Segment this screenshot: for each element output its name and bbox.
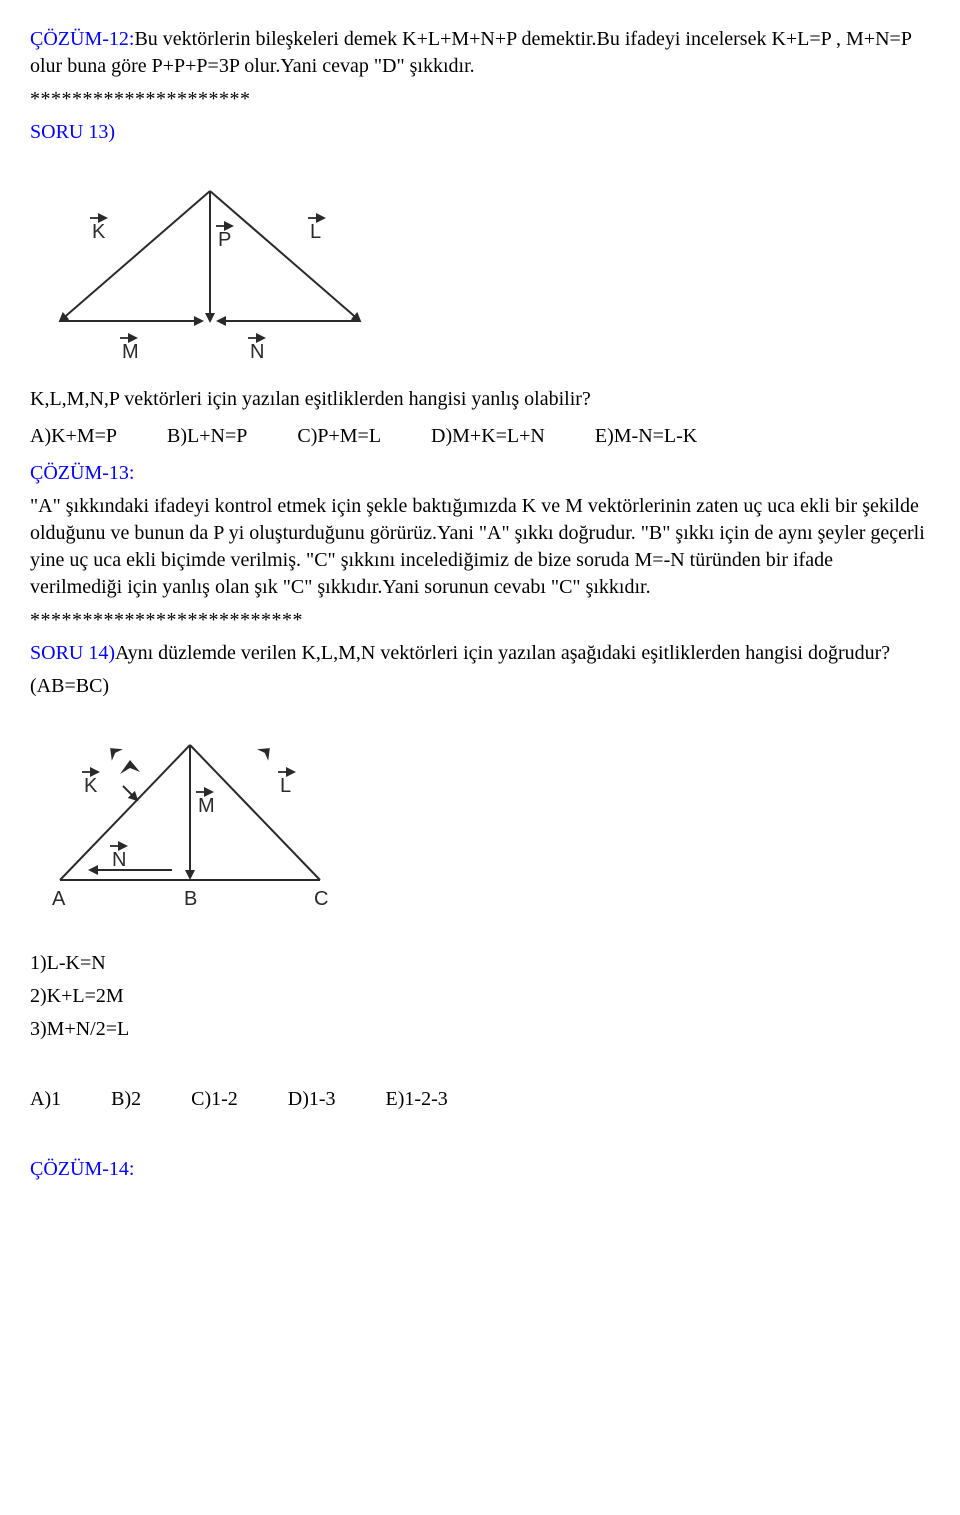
soru14-item-1: 1)L-K=N: [30, 950, 930, 977]
soru13-label-N: N: [250, 341, 264, 363]
soru14-label-C: C: [314, 888, 328, 910]
cozum13-prefix-line: ÇÖZÜM-13:: [30, 460, 930, 487]
soru13-label-M: M: [122, 341, 139, 363]
cozum12-paragraph: ÇÖZÜM-12:Bu vektörlerin bileşkeleri deme…: [30, 26, 930, 80]
soru14-diagram: K L M N A B C: [30, 720, 930, 930]
soru14-label-L: L: [280, 775, 291, 797]
cozum14-prefix-line: ÇÖZÜM-14:: [30, 1156, 930, 1183]
soru13-options: A)K+M=P B)L+N=P C)P+M=L D)M+K=L+N E)M-N=…: [30, 423, 930, 450]
soru14-item-2: 2)K+L=2M: [30, 983, 930, 1010]
soru13-label-P: P: [218, 229, 231, 251]
soru14-option-B: B)2: [111, 1086, 141, 1113]
soru14-options: A)1 B)2 C)1-2 D)1-3 E)1-2-3: [30, 1086, 930, 1113]
soru14-heading-prefix: SORU 14): [30, 642, 115, 664]
soru14-label-M: M: [198, 795, 215, 817]
cozum13-text: "A" şıkkındaki ifadeyi kontrol etmek içi…: [30, 493, 930, 601]
soru13-label-K: K: [92, 221, 106, 243]
soru13-option-B: B)L+N=P: [167, 423, 247, 450]
soru13-option-E: E)M-N=L-K: [595, 423, 697, 450]
soru14-note: (AB=BC): [30, 673, 930, 700]
soru14-label-B: B: [184, 888, 197, 910]
separator-1: *********************: [30, 86, 930, 113]
soru14-option-E: E)1-2-3: [386, 1086, 448, 1113]
soru14-heading-rest: Aynı düzlemde verilen K,L,M,N vektörleri…: [115, 642, 890, 664]
soru14-label-N: N: [112, 849, 126, 871]
soru14-option-D: D)1-3: [288, 1086, 336, 1113]
soru14-label-K: K: [84, 775, 98, 797]
soru13-label-L: L: [310, 221, 321, 243]
separator-2: **************************: [30, 607, 930, 634]
soru14-label-A: A: [52, 888, 66, 910]
soru14-option-A: A)1: [30, 1086, 61, 1113]
cozum13-prefix: ÇÖZÜM-13:: [30, 462, 134, 484]
soru13-question: K,L,M,N,P vektörleri için yazılan eşitli…: [30, 386, 930, 413]
soru14-item-3: 3)M+N/2=L: [30, 1016, 930, 1043]
cozum14-prefix: ÇÖZÜM-14:: [30, 1158, 134, 1180]
soru13-option-A: A)K+M=P: [30, 423, 117, 450]
soru14-heading-line: SORU 14)Aynı düzlemde verilen K,L,M,N ve…: [30, 640, 930, 667]
soru14-option-C: C)1-2: [191, 1086, 238, 1113]
soru13-option-D: D)M+K=L+N: [431, 423, 545, 450]
soru13-option-C: C)P+M=L: [297, 423, 381, 450]
cozum12-text: Bu vektörlerin bileşkeleri demek K+L+M+N…: [30, 28, 911, 77]
soru13-heading: SORU 13): [30, 119, 930, 146]
cozum12-prefix: ÇÖZÜM-12:: [30, 28, 134, 50]
soru13-diagram: K L P M N: [30, 166, 930, 366]
